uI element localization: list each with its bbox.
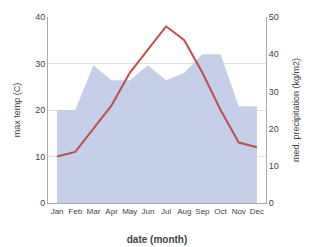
svg-text:Feb: Feb: [68, 207, 82, 216]
svg-text:20: 20: [269, 124, 279, 134]
svg-text:Aug: Aug: [177, 207, 191, 216]
svg-text:May: May: [122, 207, 137, 216]
svg-text:Jan: Jan: [51, 207, 64, 216]
svg-text:10: 10: [269, 161, 279, 171]
svg-text:Jul: Jul: [161, 207, 171, 216]
svg-text:Oct: Oct: [214, 207, 227, 216]
svg-text:30: 30: [269, 87, 279, 97]
svg-text:50: 50: [269, 12, 279, 22]
svg-text:Dec: Dec: [250, 207, 264, 216]
svg-text:0: 0: [269, 198, 274, 208]
svg-text:10: 10: [35, 152, 45, 162]
svg-text:Sep: Sep: [195, 207, 210, 216]
svg-text:date (month): date (month): [127, 234, 188, 245]
svg-text:Jun: Jun: [141, 207, 154, 216]
svg-text:max temp (C): max temp (C): [12, 83, 22, 138]
svg-text:Nov: Nov: [232, 207, 246, 216]
svg-text:40: 40: [269, 49, 279, 59]
svg-text:Mar: Mar: [87, 207, 101, 216]
svg-text:20: 20: [35, 105, 45, 115]
svg-text:30: 30: [35, 59, 45, 69]
svg-text:med. precipitation (kg/m2): med. precipitation (kg/m2): [291, 58, 301, 162]
svg-text:40: 40: [35, 12, 45, 22]
svg-text:0: 0: [40, 198, 45, 208]
svg-text:Apr: Apr: [105, 207, 118, 216]
